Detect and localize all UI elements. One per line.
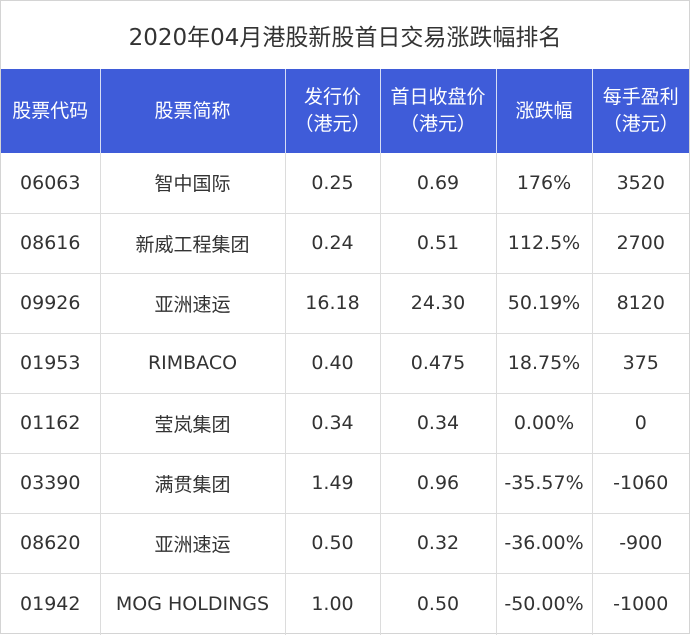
cell-close-price: 0.34 (379, 392, 496, 453)
cell-issue-price: 1.49 (284, 452, 380, 513)
cell-code: 06063 (20, 171, 81, 194)
column-header-close-price: 首日收盘价 （港元） (379, 69, 496, 153)
cell-issue-price: 0.40 (284, 332, 380, 393)
cell-code: 01942 (1, 572, 100, 635)
cell-issue-price: 1.00 (284, 572, 380, 635)
cell-profit-per-lot: 3520 (591, 153, 689, 213)
cell-code: 01162 (1, 392, 100, 453)
column-header-issue-price: 发行价 （港元） (284, 69, 380, 153)
cell-code: 01953 (1, 332, 100, 393)
header-row: 股票代码 股票简称 发行价 （港元） 首日收盘价 （港元） 涨跌幅 每手盈利 (1, 69, 689, 153)
cell-profit-per-lot: -900 (591, 512, 689, 573)
cell-name: 亚洲速运 (99, 272, 285, 333)
cell-change: 112.5% (495, 212, 592, 273)
cell-issue-price: 0.24 (284, 212, 380, 273)
table-row: 09926 亚洲速运 16.18 24.30 50.19% 8120 (1, 272, 689, 333)
cell-change: -36.00% (495, 512, 592, 573)
cell-close-price: 0.51 (379, 212, 496, 273)
cell-code: 09926 (1, 272, 100, 333)
cell-profit-per-lot: 375 (591, 332, 689, 393)
cell-change: 176% (495, 153, 592, 213)
cell-name: RIMBACO (99, 332, 285, 393)
cell-change: -50.00% (495, 572, 592, 635)
cell-name: 新威工程集团 (99, 212, 285, 273)
cell-close-price: 0.475 (379, 332, 496, 393)
table-row: 08616 新威工程集团 0.24 0.51 112.5% 2700 (1, 212, 689, 273)
column-header-change: 涨跌幅 (495, 69, 592, 153)
cell-name: 莹岚集团 (99, 392, 285, 453)
cell-close-price: 0.96 (379, 452, 496, 513)
ipo-ranking-table: 股票代码 股票简称 发行价 （港元） 首日收盘价 （港元） 涨跌幅 每手盈利 (1, 69, 689, 635)
cell-code: 03390 (1, 452, 100, 513)
cell-name: 智中国际 (99, 153, 285, 213)
cell-change: 18.75% (495, 332, 592, 393)
cell-name: 满贯集团 (99, 452, 285, 513)
cell-profit-per-lot: 0 (591, 392, 689, 453)
cell-change: -35.57% (495, 452, 592, 513)
cell-change: 0.00% (495, 392, 592, 453)
cell-close-price: 24.30 (379, 272, 496, 333)
cell-name: 亚洲速运 (99, 512, 285, 573)
table-row: 08620 亚洲速运 0.50 0.32 -36.00% -900 (1, 512, 689, 573)
column-header-name: 股票简称 (99, 69, 285, 153)
cell-issue-price: 0.25 (284, 153, 380, 213)
cell-change: 50.19% (495, 272, 592, 333)
column-header-profit-per-lot: 每手盈利 （港元） (591, 69, 689, 153)
cell-profit-per-lot: -1060 (591, 452, 689, 513)
table-title: 2020年04月港股新股首日交易涨跌幅排名 (128, 25, 562, 51)
cell-close-price: 0.32 (379, 512, 496, 573)
table-row: 03390 满贯集团 1.49 0.96 -35.57% -1060 (1, 452, 689, 513)
cell-close-price: 0.69 (379, 153, 496, 213)
cell-profit-per-lot: -1000 (591, 572, 689, 635)
table-row: 01942 MOG HOLDINGS 1.00 0.50 -50.00% -1000 (1, 572, 689, 635)
cell-code: 08616 (1, 212, 100, 273)
cell-issue-price: 0.34 (284, 392, 380, 453)
table-row: 01162 莹岚集团 0.34 0.34 0.00% 0 (1, 392, 689, 453)
table-row: 01953 RIMBACO 0.40 0.475 18.75% 375 (1, 332, 689, 393)
cell-profit-per-lot: 2700 (591, 212, 689, 273)
cell-code: 08620 (1, 512, 100, 573)
cell-name: MOG HOLDINGS (99, 572, 285, 635)
cell-issue-price: 16.18 (284, 272, 380, 333)
table-body: 06063 智中国际 0.25 0.69 176% 3520 08616 新威工程集团 0.24… (1, 153, 689, 635)
column-header-code: 股票代码 (1, 69, 100, 153)
cell-close-price: 0.50 (379, 572, 496, 635)
table-row: 06063 智中国际 0.25 0.69 176% 3520 (1, 153, 689, 213)
cell-issue-price: 0.50 (284, 512, 380, 573)
cell-profit-per-lot: 8120 (591, 272, 689, 333)
